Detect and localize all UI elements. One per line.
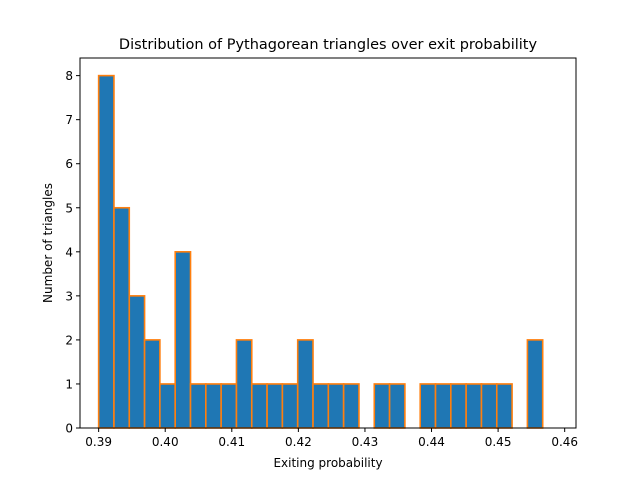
histogram-bar bbox=[296, 339, 314, 429]
histogram-bar bbox=[97, 74, 115, 429]
histogram-bar bbox=[250, 383, 268, 429]
chart-title: Distribution of Pythagorean triangles ov… bbox=[119, 37, 538, 53]
histogram-bar bbox=[526, 339, 544, 429]
y-tick-label: 8 bbox=[65, 69, 73, 83]
plot-frame bbox=[79, 57, 577, 429]
y-tick-label: 5 bbox=[65, 201, 73, 215]
histogram-bar bbox=[495, 383, 513, 429]
histogram-bar bbox=[480, 383, 498, 429]
x-tick-label: 0.45 bbox=[485, 435, 512, 449]
histogram-bar bbox=[388, 383, 406, 429]
x-tick-label: 0.46 bbox=[551, 435, 578, 449]
y-axis-ticks: 0 1 2 3 4 5 6 7 8 bbox=[65, 69, 80, 436]
histogram-bar bbox=[113, 206, 131, 429]
y-tick-label: 0 bbox=[65, 422, 73, 436]
x-tick-label: 0.43 bbox=[352, 435, 379, 449]
histogram-bar bbox=[205, 383, 222, 429]
x-tick-label: 0.40 bbox=[152, 435, 179, 449]
histogram-bar bbox=[465, 383, 483, 429]
y-tick-label: 3 bbox=[65, 289, 73, 303]
histogram-bar bbox=[327, 383, 345, 429]
histogram-bar bbox=[189, 383, 207, 429]
y-tick-label: 2 bbox=[65, 333, 73, 347]
x-axis-ticks: 0.39 0.40 0.41 0.42 0.43 0.44 0.45 0.46 bbox=[85, 428, 578, 449]
histogram-bar bbox=[128, 295, 146, 429]
histogram-bar bbox=[419, 383, 437, 429]
histogram-bar bbox=[235, 339, 253, 429]
histogram-bar bbox=[373, 383, 391, 429]
x-tick-label: 0.41 bbox=[218, 435, 245, 449]
histogram-bar bbox=[342, 383, 360, 429]
histogram-bar bbox=[159, 383, 177, 429]
x-axis-label: Exiting probability bbox=[273, 456, 382, 470]
y-tick-label: 1 bbox=[65, 377, 73, 391]
x-tick-label: 0.42 bbox=[285, 435, 312, 449]
histogram-bar bbox=[434, 383, 452, 429]
histogram-bar bbox=[174, 251, 192, 429]
histogram-bar bbox=[281, 383, 299, 429]
y-axis-label: Number of triangles bbox=[41, 183, 55, 303]
x-tick-label: 0.44 bbox=[418, 435, 445, 449]
x-tick-label: 0.39 bbox=[85, 435, 112, 449]
y-tick-label: 6 bbox=[65, 157, 73, 171]
y-tick-label: 4 bbox=[65, 245, 73, 259]
histogram-bar bbox=[266, 383, 284, 429]
y-tick-label: 7 bbox=[65, 113, 73, 127]
bars-group bbox=[97, 74, 544, 429]
histogram-bar bbox=[143, 339, 161, 429]
histogram-bar bbox=[220, 383, 238, 429]
histogram-bar bbox=[312, 383, 330, 429]
histogram-bar bbox=[450, 383, 467, 429]
